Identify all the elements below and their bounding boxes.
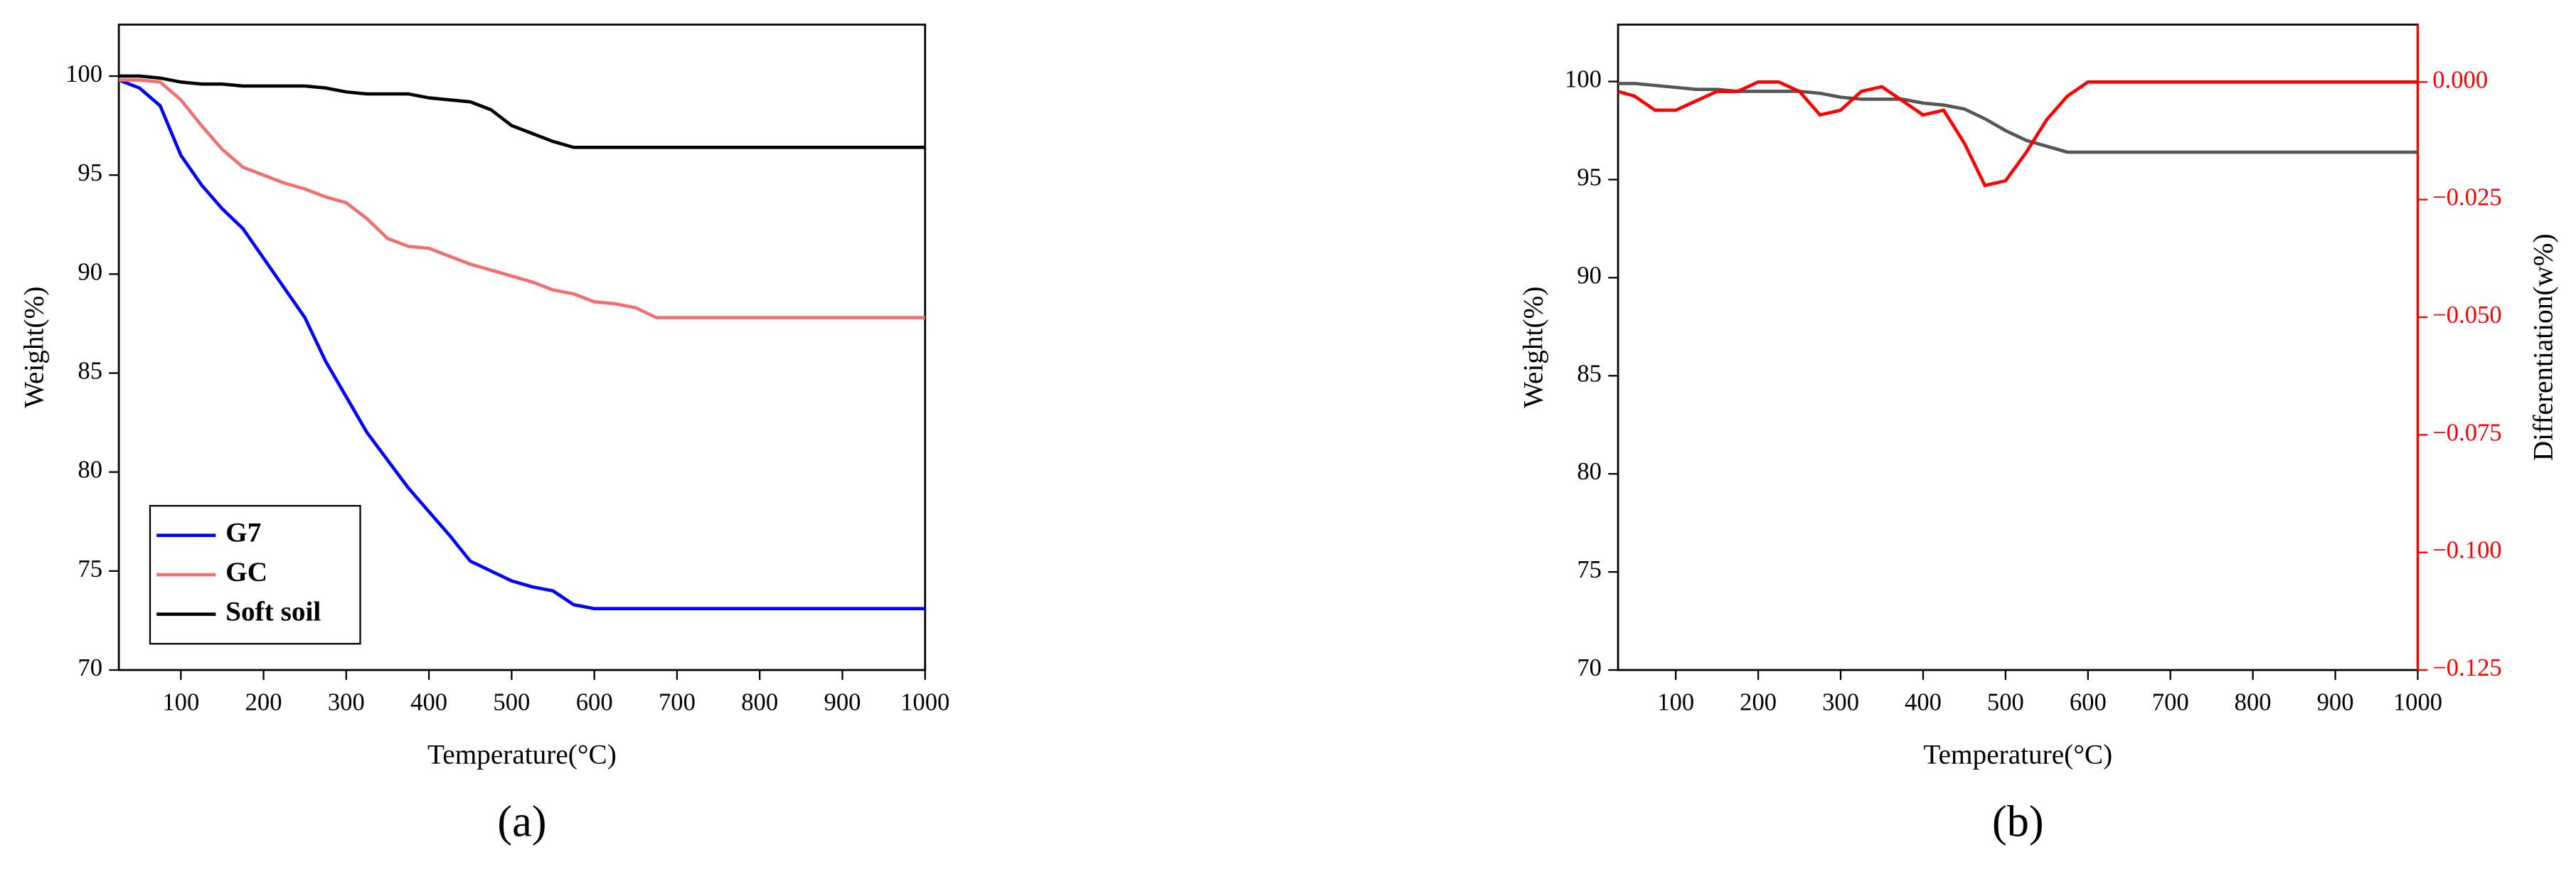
x-tick-label: 1000 xyxy=(2393,688,2442,716)
y2-tick-label: 0.000 xyxy=(2432,66,2488,93)
y2-tick-label: −0.050 xyxy=(2432,302,2501,329)
series-line xyxy=(119,74,925,149)
x-tick-label: 300 xyxy=(1822,688,1859,716)
y-axis-title: Weight(%) xyxy=(1518,287,1549,408)
y-tick-label: 100 xyxy=(1565,66,1602,93)
y-tick-label: 75 xyxy=(78,555,102,583)
series-line xyxy=(119,78,925,319)
x-tick-label: 900 xyxy=(824,688,861,716)
series-line xyxy=(1617,80,2418,188)
x-tick-label: 100 xyxy=(1657,688,1694,716)
x-axis-title: Temperature(°C) xyxy=(1923,739,2112,770)
y-tick-label: 95 xyxy=(1577,164,1602,191)
legend-label: G7 xyxy=(225,518,261,548)
y-tick-label: 80 xyxy=(78,457,102,484)
plot-frame xyxy=(117,23,927,671)
y-tick-label: 100 xyxy=(65,60,102,87)
y2-tick-label: −0.125 xyxy=(2432,654,2501,681)
y-tick-label: 80 xyxy=(1577,458,1602,485)
x-tick-label: 600 xyxy=(576,688,613,716)
x-tick-label: 600 xyxy=(2070,688,2107,716)
y2-tick-label: −0.025 xyxy=(2432,184,2501,211)
y-tick-label: 95 xyxy=(78,159,102,186)
y-tick-label: 90 xyxy=(78,258,102,285)
x-tick-label: 200 xyxy=(245,688,282,716)
x-tick-label: 200 xyxy=(1740,688,1777,716)
x-tick-label: 700 xyxy=(659,688,696,716)
x-tick-label: 700 xyxy=(2152,688,2189,716)
legend-label: Soft soil xyxy=(225,597,321,627)
panel-label: (b) xyxy=(1992,797,2044,846)
y-tick-label: 85 xyxy=(78,357,102,384)
y-tick-label: 75 xyxy=(1577,556,1602,583)
x-tick-label: 900 xyxy=(2317,688,2354,716)
x-tick-label: 800 xyxy=(741,688,778,716)
x-tick-label: 800 xyxy=(2235,688,2272,716)
x-tick-label: 300 xyxy=(328,688,365,716)
y-tick-label: 85 xyxy=(1577,360,1602,387)
y2-axis-title: Differentiation(w%) xyxy=(2528,233,2559,461)
y-tick-label: 70 xyxy=(78,654,102,681)
series-line xyxy=(118,78,925,611)
x-tick-label: 500 xyxy=(1987,688,2024,716)
y-tick-label: 90 xyxy=(1577,262,1602,289)
x-tick-label: 1000 xyxy=(900,688,949,716)
legend-label: GC xyxy=(225,557,267,587)
x-tick-label: 400 xyxy=(1905,688,1942,716)
x-tick-label: 500 xyxy=(493,688,530,716)
y2-tick-label: −0.075 xyxy=(2432,419,2501,446)
y-axis-title: Weight(%) xyxy=(19,287,50,408)
series-line xyxy=(1618,82,2418,154)
y-tick-label: 70 xyxy=(1577,654,1602,681)
x-axis-title: Temperature(°C) xyxy=(427,739,617,770)
plot-frame xyxy=(1617,23,2419,671)
x-tick-label: 400 xyxy=(410,688,447,716)
y2-tick-label: −0.100 xyxy=(2432,537,2501,564)
panel-label: (a) xyxy=(497,797,546,846)
x-tick-label: 100 xyxy=(162,688,199,716)
